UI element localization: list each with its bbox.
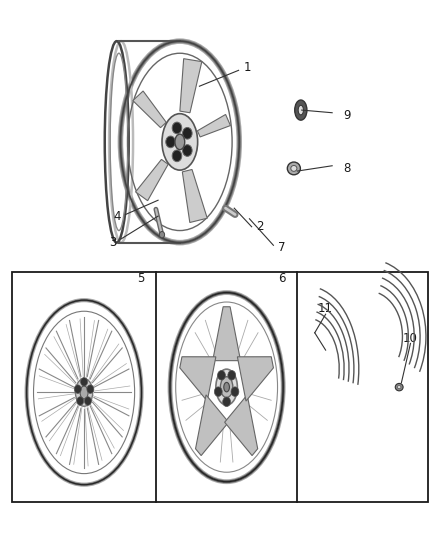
Ellipse shape xyxy=(216,369,237,405)
Ellipse shape xyxy=(80,386,88,399)
Text: 8: 8 xyxy=(344,162,351,175)
Ellipse shape xyxy=(162,114,198,170)
Polygon shape xyxy=(195,395,229,456)
Circle shape xyxy=(85,397,92,405)
Ellipse shape xyxy=(175,134,185,150)
Ellipse shape xyxy=(291,165,297,171)
Circle shape xyxy=(183,144,192,156)
Ellipse shape xyxy=(224,382,230,392)
Polygon shape xyxy=(198,115,230,137)
Circle shape xyxy=(87,385,94,393)
Ellipse shape xyxy=(295,100,307,120)
Circle shape xyxy=(214,387,222,397)
Circle shape xyxy=(231,387,239,397)
Bar xyxy=(12,272,428,503)
Polygon shape xyxy=(180,357,216,401)
Text: 5: 5 xyxy=(137,271,145,285)
Text: 7: 7 xyxy=(279,241,286,254)
Polygon shape xyxy=(237,357,273,401)
Text: 3: 3 xyxy=(109,236,116,249)
Circle shape xyxy=(77,397,84,405)
Ellipse shape xyxy=(298,106,304,115)
Circle shape xyxy=(172,122,182,134)
Ellipse shape xyxy=(75,378,93,406)
Text: 11: 11 xyxy=(318,302,333,316)
Text: 2: 2 xyxy=(257,220,264,233)
Polygon shape xyxy=(213,307,240,361)
Text: 4: 4 xyxy=(113,209,120,223)
Circle shape xyxy=(172,150,182,161)
Polygon shape xyxy=(225,395,258,456)
Circle shape xyxy=(81,377,88,386)
Text: 9: 9 xyxy=(344,109,351,122)
Polygon shape xyxy=(182,169,207,222)
Text: 10: 10 xyxy=(403,332,418,344)
Ellipse shape xyxy=(220,377,233,398)
Circle shape xyxy=(166,136,175,148)
Circle shape xyxy=(218,370,226,380)
Polygon shape xyxy=(133,91,166,128)
Polygon shape xyxy=(180,59,202,113)
Circle shape xyxy=(183,127,192,139)
Circle shape xyxy=(74,385,81,393)
Text: 1: 1 xyxy=(244,61,251,74)
Text: 6: 6 xyxy=(279,271,286,285)
Circle shape xyxy=(228,370,236,380)
Ellipse shape xyxy=(287,162,300,175)
Polygon shape xyxy=(135,159,168,201)
Ellipse shape xyxy=(397,385,401,389)
Circle shape xyxy=(223,397,230,407)
Circle shape xyxy=(159,231,165,238)
Ellipse shape xyxy=(395,383,403,391)
